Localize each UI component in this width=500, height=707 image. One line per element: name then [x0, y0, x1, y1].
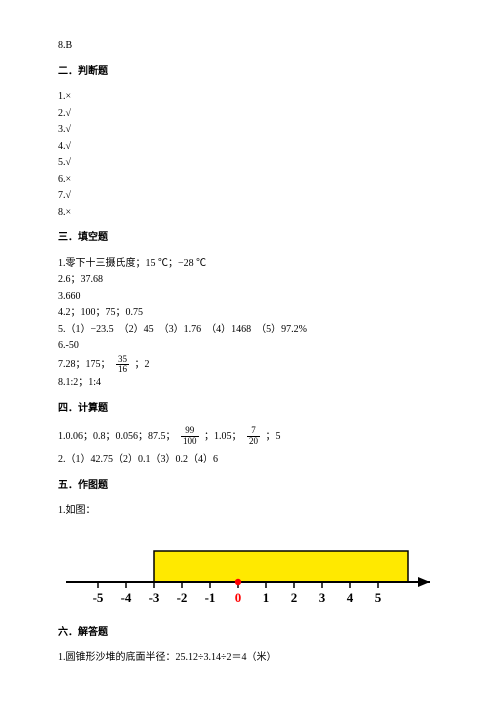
judge-7: 7.√ — [58, 188, 442, 204]
judge-8: 8.× — [58, 205, 442, 221]
solve-1: 1.圆锥形沙堆的底面半径：25.12÷3.14÷2＝4（米） — [58, 650, 442, 666]
frac-den: 100 — [181, 437, 199, 446]
top-answer: 8.B — [58, 38, 442, 54]
svg-text:2: 2 — [291, 590, 298, 605]
fill-1: 1.零下十三摄氏度；15 ℃；−28 ℃ — [58, 256, 442, 272]
draw-1: 1.如图： — [58, 503, 442, 519]
section-draw-title: 五．作图题 — [58, 478, 442, 494]
svg-text:-4: -4 — [121, 590, 132, 605]
section-solve-title: 六．解答题 — [58, 625, 442, 641]
fill-2: 2.6；37.68 — [58, 272, 442, 288]
svg-text:4: 4 — [347, 590, 354, 605]
frac-den: 16 — [116, 365, 129, 374]
svg-text:-5: -5 — [93, 590, 104, 605]
calc-1-f1: 99 100 — [181, 426, 199, 446]
svg-text:-2: -2 — [177, 590, 188, 605]
svg-text:0: 0 — [235, 590, 242, 605]
judge-1: 1.× — [58, 89, 442, 105]
section-judge-title: 二．判断题 — [58, 64, 442, 80]
calc-1: 1.0.06；0.8；0.056；87.5； 99 100 ；1.05； 7 2… — [58, 426, 442, 446]
fill-3: 3.660 — [58, 289, 442, 305]
svg-text:5: 5 — [375, 590, 382, 605]
calc-2: 2.（1）42.75（2）0.1（3）0.2（4）6 — [58, 452, 442, 468]
calc-1-f2: 7 20 — [247, 426, 260, 446]
number-line-svg: -5 -4 -3 -2 -1 0 1 2 3 4 5 — [58, 537, 442, 607]
judge-4: 4.√ — [58, 139, 442, 155]
judge-2: 2.√ — [58, 106, 442, 122]
svg-text:3: 3 — [319, 590, 326, 605]
section-calc-title: 四．计算题 — [58, 401, 442, 417]
svg-text:1: 1 — [263, 590, 270, 605]
svg-text:-1: -1 — [205, 590, 216, 605]
section-fill-title: 三．填空题 — [58, 230, 442, 246]
fill-7-a: 7.28；175； — [58, 357, 111, 373]
calc-1-b: ；1.05； — [204, 429, 242, 445]
judge-5: 5.√ — [58, 155, 442, 171]
fill-6: 6.-50 — [58, 338, 442, 354]
fill-8: 8.1:2；1:4 — [58, 375, 442, 391]
fill-7-frac: 35 16 — [116, 355, 129, 375]
frac-den: 20 — [247, 437, 260, 446]
calc-1-c: ；5 — [266, 429, 281, 445]
judge-3: 3.√ — [58, 122, 442, 138]
fill-7-b: ；2 — [135, 357, 150, 373]
judge-6: 6.× — [58, 172, 442, 188]
calc-1-a: 1.0.06；0.8；0.056；87.5； — [58, 429, 176, 445]
svg-text:-3: -3 — [149, 590, 160, 605]
number-line-figure: -5 -4 -3 -2 -1 0 1 2 3 4 5 — [58, 537, 442, 607]
fill-4: 4.2；100；75；0.75 — [58, 305, 442, 321]
fill-7: 7.28；175； 35 16 ；2 — [58, 355, 442, 375]
fill-5: 5.（1）−23.5 （2）45 （3）1.76 （4）1468 （5）97.2… — [58, 322, 442, 338]
